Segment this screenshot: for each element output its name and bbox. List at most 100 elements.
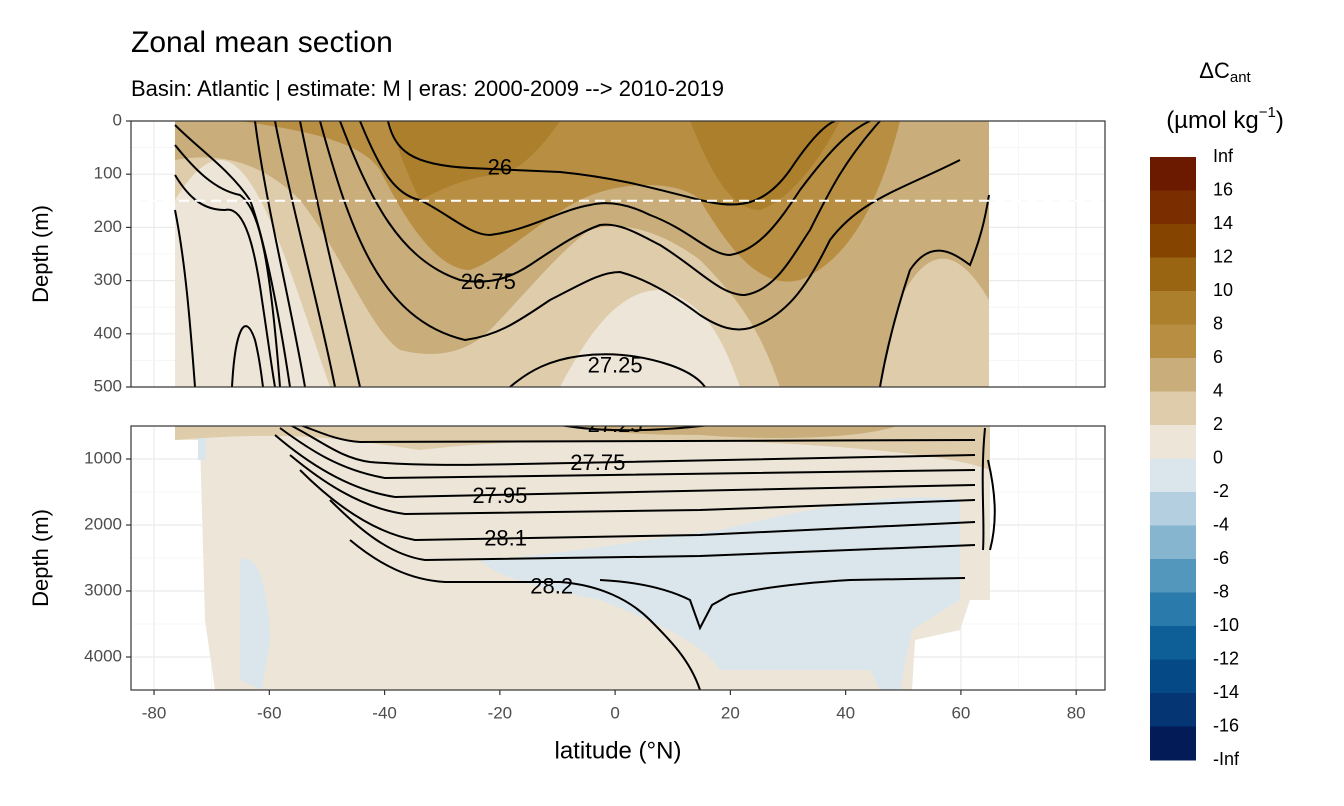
x-tick-label: 80 (1067, 703, 1086, 722)
contour-label: 26 (488, 155, 512, 180)
contour-line (599, 577, 966, 631)
legend-swatch (1150, 525, 1196, 560)
contour-line (349, 539, 701, 690)
legend-label: -2 (1213, 481, 1229, 501)
legend-swatch (1150, 257, 1196, 292)
chart-title: Zonal mean section (131, 26, 393, 59)
legend-title-main: ΔC (1199, 58, 1230, 83)
contour-line (279, 427, 976, 480)
contour-line (274, 434, 976, 499)
field-region (390, 121, 840, 210)
contour-labels: 26 26.75 27.25 27.25 27.75 27.95 28.128.2 (461, 155, 643, 599)
y-tick-label: 300 (94, 270, 122, 289)
y-tick-label: 200 (94, 217, 122, 236)
legend-label: 2 (1213, 414, 1223, 434)
legend-swatch (1150, 324, 1196, 359)
legend-swatch (1150, 626, 1196, 660)
legend-label: -8 (1213, 581, 1229, 601)
legend-swatch (1150, 559, 1196, 593)
legend-units-main: (µmol kg (1166, 107, 1259, 134)
legend-label: 6 (1213, 347, 1223, 367)
legend-swatch (1150, 425, 1196, 459)
contour-line (299, 426, 976, 444)
contour-label-group: 26 (488, 155, 512, 180)
field-bottom (175, 426, 996, 690)
chart-subtitle: Basin: Atlantic | estimate: M | eras: 20… (131, 76, 724, 101)
contour-label-group: 27.25 (588, 353, 643, 378)
legend-swatch (1150, 726, 1196, 761)
contour-line (254, 121, 306, 387)
contour-line (174, 124, 291, 387)
legend-swatch (1150, 458, 1196, 493)
y-tick-label: 1000 (84, 448, 122, 467)
contour-label: 28.1 (484, 526, 527, 551)
contour-label-group: 26.75 (461, 269, 516, 294)
x-tick-label: -60 (257, 703, 282, 722)
contour-line (299, 469, 976, 542)
legend-swatch (1150, 492, 1196, 526)
contour-line (299, 121, 361, 387)
field-region (198, 426, 270, 690)
legend-swatch (1150, 190, 1196, 225)
contour-label: 27.75 (570, 450, 625, 475)
y-tick-label: 0 (113, 110, 122, 129)
legend-swatch (1150, 592, 1196, 627)
contour-label: 27.25 (588, 353, 643, 378)
legend-label: 12 (1213, 246, 1233, 266)
legend-title: ΔCant (1199, 58, 1251, 86)
legend-label: 16 (1213, 179, 1233, 199)
legend-swatch (1150, 224, 1196, 258)
legend-units-sup: −1 (1259, 104, 1276, 121)
legend-swatch (1150, 659, 1196, 694)
y-tick-label: 2000 (84, 514, 122, 533)
x-axis-title: latitude (°N) (555, 737, 682, 764)
panel-border (130, 120, 1106, 388)
x-tick-label: 40 (836, 703, 855, 722)
legend-label: 0 (1213, 447, 1223, 467)
legend-units: (µmol kg−1) (1166, 104, 1284, 134)
x-tick-label: 0 (610, 703, 619, 722)
contour-label: 27.25 (588, 412, 643, 437)
x-tick-label: -40 (372, 703, 397, 722)
legend-label: -4 (1213, 514, 1229, 534)
contour-label: 27.95 (472, 483, 527, 508)
panel-border (130, 425, 1106, 691)
contour-label-group: 27.25 (588, 412, 643, 437)
legend-label: Inf (1213, 146, 1234, 166)
contour-line (329, 499, 976, 562)
contour-label-group: 28.2 (530, 574, 573, 599)
contour-label-group: 27.75 (570, 450, 625, 475)
contour-line (289, 454, 976, 516)
legend-label: 4 (1213, 380, 1223, 400)
field-region (480, 497, 960, 690)
y-tick-label: 500 (94, 376, 122, 395)
contour-line (289, 426, 976, 466)
x-tick-label: 60 (951, 703, 970, 722)
contour-line (174, 174, 276, 387)
legend-units-end: ) (1276, 107, 1284, 134)
contours (274, 426, 996, 690)
contour-line (319, 121, 961, 342)
y-tick-label: 100 (94, 164, 122, 183)
legend-label: -16 (1213, 715, 1239, 735)
legend-title-sub: ant (1230, 69, 1252, 86)
contour-line (387, 121, 836, 206)
x-tick-label: -20 (488, 703, 513, 722)
legend-swatch (1150, 693, 1196, 727)
legend-label: 14 (1213, 213, 1233, 233)
x-tick-label: 20 (721, 703, 740, 722)
legend: Inf 16 14 12 10 8 6 4 2 0 -2 -4 -6 -8 -10 -12 -14 -16 -Inf (1150, 146, 1240, 769)
y-axis-title: Depth (m) (28, 205, 53, 303)
legend-swatch (1150, 291, 1196, 325)
legend-label: -10 (1213, 615, 1239, 635)
y-axis-title: Depth (m) (28, 509, 53, 607)
x-tick-label: -80 (142, 703, 167, 722)
legend-label: 10 (1213, 280, 1233, 300)
contour-label: 28.2 (530, 574, 573, 599)
field-top (174, 121, 990, 387)
contour-line (231, 325, 264, 387)
legend-swatch (1150, 157, 1196, 191)
contour-line (274, 121, 336, 387)
legend-swatch (1150, 358, 1196, 392)
